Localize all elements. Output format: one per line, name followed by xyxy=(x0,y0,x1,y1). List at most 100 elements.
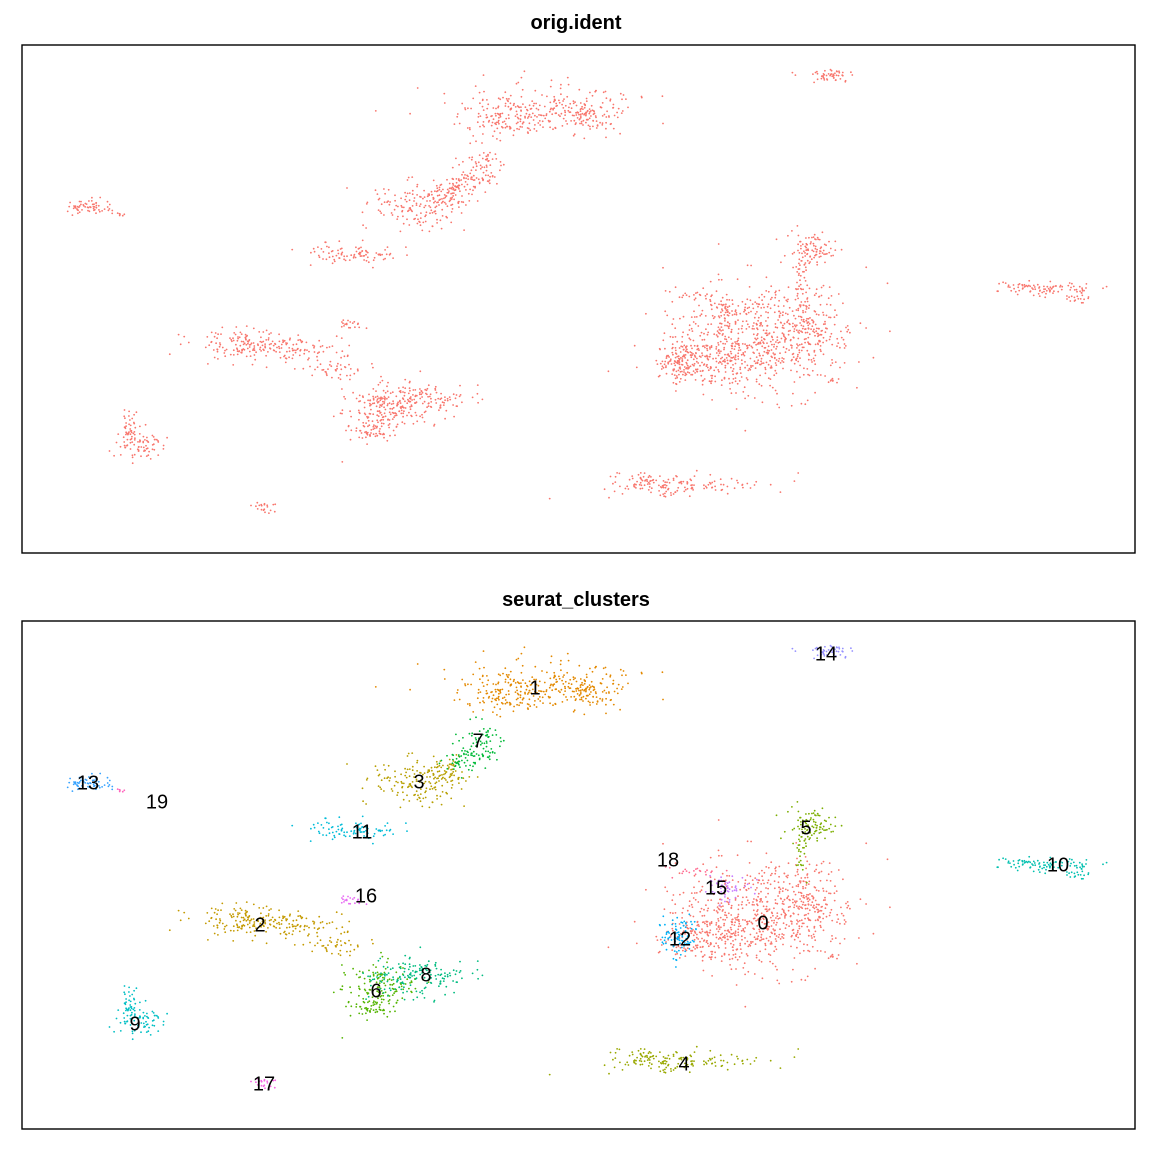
cluster-1-point xyxy=(541,670,543,672)
cluster-1-point xyxy=(599,697,601,700)
orig-ident-point xyxy=(764,372,767,375)
orig-ident-point xyxy=(707,369,710,372)
orig-ident-point xyxy=(777,360,780,362)
orig-ident-point xyxy=(718,350,720,353)
cluster-0-point xyxy=(679,893,681,896)
cluster-4-point xyxy=(664,1071,667,1074)
cluster-2-point xyxy=(297,915,300,917)
cluster-0-point xyxy=(710,958,712,961)
cluster-4-point xyxy=(674,1067,677,1070)
cluster-0-point xyxy=(843,919,846,921)
orig-ident-point xyxy=(559,115,561,118)
orig-ident-point xyxy=(806,317,808,320)
orig-ident-point xyxy=(814,334,816,337)
cluster-1-point xyxy=(576,693,579,695)
cluster-3-point xyxy=(445,771,447,773)
cluster-2-point xyxy=(244,912,247,915)
cluster-0-point xyxy=(795,885,798,887)
cluster-2-point xyxy=(349,950,352,953)
cluster-0-point xyxy=(724,947,727,949)
orig-ident-point xyxy=(612,127,615,130)
cluster-1-point xyxy=(526,693,529,695)
cluster-0-point xyxy=(810,935,813,937)
orig-ident-point xyxy=(486,107,489,110)
cluster-2-point xyxy=(307,934,309,937)
cluster-0-point xyxy=(804,979,807,982)
orig-ident-point xyxy=(692,339,695,342)
cluster-0-point xyxy=(753,898,755,900)
orig-ident-point xyxy=(509,94,512,97)
orig-ident-point xyxy=(753,352,755,354)
orig-ident-point xyxy=(802,325,805,328)
cluster-3-point xyxy=(425,787,428,790)
cluster-2-point xyxy=(348,920,351,923)
cluster-3-point xyxy=(428,806,431,809)
cluster-3-point xyxy=(377,785,380,787)
orig-ident-point xyxy=(690,327,693,330)
orig-ident-point xyxy=(585,97,588,100)
cluster-1-point xyxy=(520,682,522,684)
cluster-1-point xyxy=(470,683,472,686)
cluster-3-point xyxy=(441,791,444,793)
cluster-0-point xyxy=(697,901,700,903)
orig-ident-point xyxy=(711,377,713,380)
cluster-0-point xyxy=(832,955,834,958)
cluster-2-point xyxy=(183,911,186,914)
orig-ident-point xyxy=(824,375,826,377)
orig-ident-point xyxy=(692,353,694,355)
cluster-0-point xyxy=(749,875,752,878)
cluster-3-point xyxy=(431,801,434,804)
cluster-0-point xyxy=(800,925,803,928)
orig-ident-point xyxy=(499,132,501,134)
cluster-0-point xyxy=(776,921,778,924)
cluster-1-point xyxy=(505,673,508,676)
cluster-1-point xyxy=(605,712,607,715)
cluster-2-point xyxy=(232,915,235,918)
orig-ident-point xyxy=(561,103,563,106)
cluster-0-point xyxy=(804,876,806,879)
orig-ident-point xyxy=(756,333,759,335)
cluster-1-point xyxy=(621,674,623,677)
orig-ident-point xyxy=(822,311,824,314)
orig-ident-point xyxy=(529,108,532,110)
cluster-1-point xyxy=(605,697,607,700)
cluster-0-point xyxy=(776,902,779,905)
cluster-4-point xyxy=(779,1067,782,1069)
cluster-2-point xyxy=(236,929,239,932)
orig-ident-point xyxy=(805,319,808,322)
cluster-2-point xyxy=(267,927,269,929)
cluster-2-point xyxy=(339,949,342,952)
cluster-2-point xyxy=(235,902,238,904)
cluster-4-point xyxy=(703,1060,705,1063)
cluster-2-point xyxy=(225,924,228,927)
cluster-0-point xyxy=(808,863,811,866)
cluster-2-point xyxy=(243,924,246,927)
orig-ident-point xyxy=(701,383,704,386)
cluster-0-point xyxy=(781,933,784,935)
orig-ident-point xyxy=(510,108,513,110)
orig-ident-point xyxy=(765,332,768,335)
cluster-1-point xyxy=(504,699,507,701)
orig-ident-point xyxy=(513,129,515,132)
orig-ident-point xyxy=(787,319,790,321)
orig-ident-point xyxy=(501,121,504,124)
orig-ident-point xyxy=(682,331,684,334)
orig-ident-point xyxy=(760,307,763,309)
cluster-4-point xyxy=(624,1063,627,1066)
orig-ident-point xyxy=(456,115,459,118)
cluster-0-point xyxy=(753,904,755,906)
cluster-4-point xyxy=(658,1066,660,1068)
cluster-1-point xyxy=(541,696,544,699)
cluster-2-point xyxy=(293,944,296,946)
orig-ident-point xyxy=(829,379,832,382)
cluster-4-point xyxy=(670,1070,672,1072)
orig-ident-point xyxy=(769,307,772,310)
orig-ident-point xyxy=(787,333,790,336)
cluster-1-point xyxy=(499,674,502,677)
orig-ident-point xyxy=(416,87,419,89)
cluster-0-point xyxy=(771,912,774,915)
orig-ident-point xyxy=(576,117,579,119)
cluster-0-point xyxy=(752,901,754,903)
cluster-2-point xyxy=(306,925,308,927)
orig-ident-point xyxy=(724,371,727,373)
